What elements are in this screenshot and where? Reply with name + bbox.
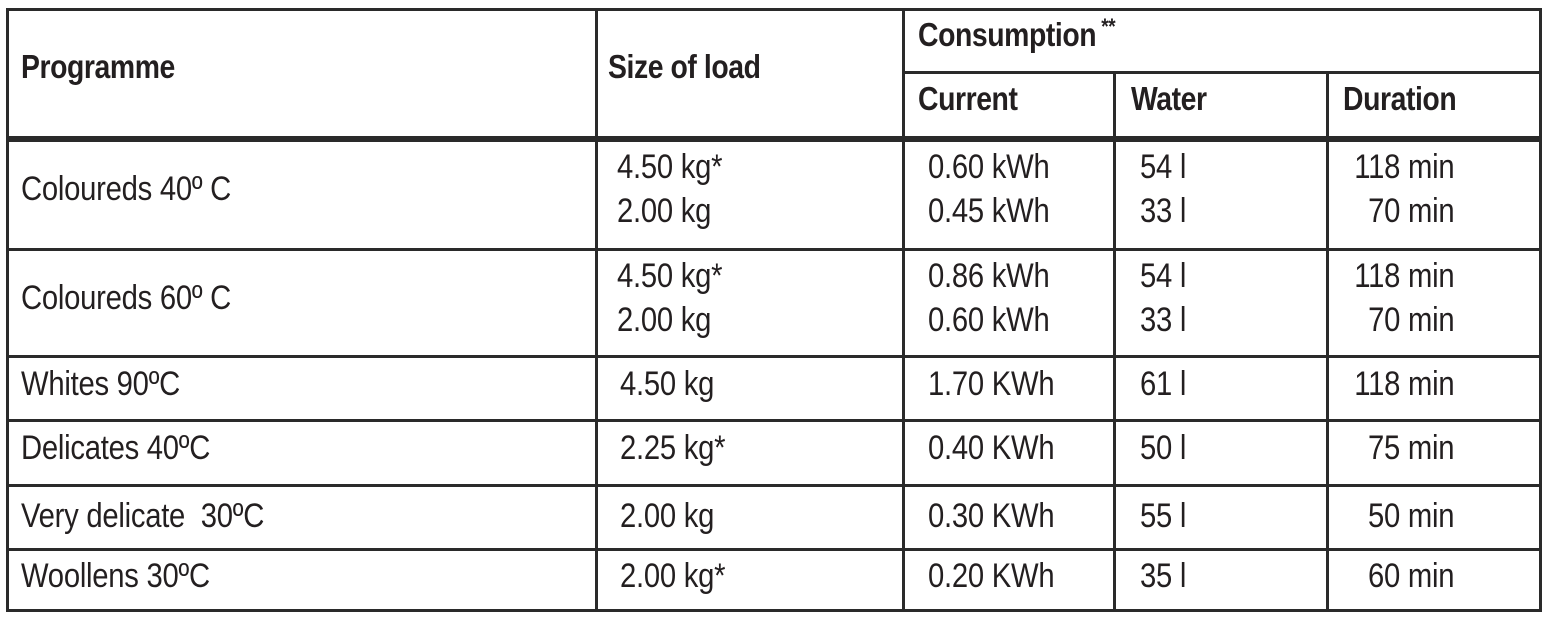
current-value: 0.20 KWh (928, 557, 1055, 595)
duration-value: 60 min (1367, 557, 1454, 595)
header-duration: Duration (1343, 80, 1457, 117)
load-value: 2.00 kg (617, 192, 712, 230)
water-cell: 54 l 33 l (1140, 145, 1186, 233)
row-divider (6, 548, 1541, 551)
water-value: 55 l (1140, 497, 1187, 535)
duration-value: 75 min (1367, 429, 1454, 467)
duration-cell: 118 min 70 min (1354, 145, 1454, 233)
programme-name: Delicates 40ºC (21, 429, 211, 467)
row-divider (6, 484, 1541, 487)
water-value: 33 l (1140, 301, 1187, 339)
current-cell: 0.60 kWh 0.45 kWh (928, 145, 1050, 233)
table-border-right (1539, 8, 1542, 612)
duration-value: 118 min (1353, 365, 1454, 403)
table-border-bottom (6, 609, 1541, 612)
current-value: 0.40 KWh (928, 429, 1055, 467)
current-value: 1.70 KWh (928, 365, 1055, 403)
water-value: 50 l (1140, 429, 1187, 467)
load-value: 4.50 kg* (617, 148, 723, 186)
programme-name: Coloureds 60º C (21, 279, 231, 317)
programme-name: Very delicate 30ºC (21, 497, 265, 535)
programme-name: Coloureds 40º C (21, 170, 231, 208)
row-divider (6, 419, 1541, 422)
load-value: 4.50 kg* (617, 257, 723, 295)
water-value: 33 l (1140, 192, 1187, 230)
duration-cell: 118 min 70 min (1354, 254, 1454, 342)
current-value: 0.60 kWh (928, 148, 1050, 186)
load-value: 2.25 kg* (620, 429, 726, 467)
programme-name: Woollens 30ºC (21, 557, 210, 595)
column-divider (902, 8, 905, 612)
load-value: 4.50 kg (620, 365, 715, 403)
footnote-marker: ** (1101, 14, 1116, 39)
header-consumption: Consumption ** (918, 14, 1116, 54)
water-value: 35 l (1140, 557, 1187, 595)
table-border-top (6, 8, 1541, 11)
load-value: 2.00 kg* (620, 557, 726, 595)
row-divider (6, 248, 1541, 251)
current-value: 0.86 kWh (928, 257, 1050, 295)
water-cell: 54 l 33 l (1140, 254, 1186, 342)
water-value: 61 l (1140, 365, 1187, 403)
load-cell: 4.50 kg* 2.00 kg (617, 145, 723, 233)
programme-name: Whites 90ºC (21, 365, 180, 403)
load-value: 2.00 kg (620, 497, 715, 535)
duration-value: 118 min (1353, 257, 1454, 295)
column-divider (1326, 72, 1329, 612)
duration-value: 70 min (1367, 192, 1454, 230)
header-water: Water (1131, 80, 1207, 117)
current-value: 0.45 kWh (928, 192, 1050, 230)
table-border-left (6, 8, 9, 612)
current-value: 0.60 kWh (928, 301, 1050, 339)
water-value: 54 l (1140, 148, 1187, 186)
duration-value: 50 min (1367, 497, 1454, 535)
header-rule (6, 136, 1541, 142)
current-value: 0.30 KWh (928, 497, 1055, 535)
duration-value: 70 min (1367, 301, 1454, 339)
header-size-of-load: Size of load (608, 48, 761, 85)
header-consumption-label: Consumption (918, 16, 1097, 53)
duration-value: 118 min (1353, 148, 1454, 186)
current-cell: 0.86 kWh 0.60 kWh (928, 254, 1050, 342)
load-cell: 4.50 kg* 2.00 kg (617, 254, 723, 342)
water-value: 54 l (1140, 257, 1187, 295)
consumption-divider (902, 71, 1541, 74)
load-value: 2.00 kg (617, 301, 712, 339)
header-current: Current (918, 80, 1018, 117)
column-divider (595, 8, 598, 612)
header-programme: Programme (21, 48, 175, 85)
column-divider (1113, 72, 1116, 612)
row-divider (6, 355, 1541, 358)
